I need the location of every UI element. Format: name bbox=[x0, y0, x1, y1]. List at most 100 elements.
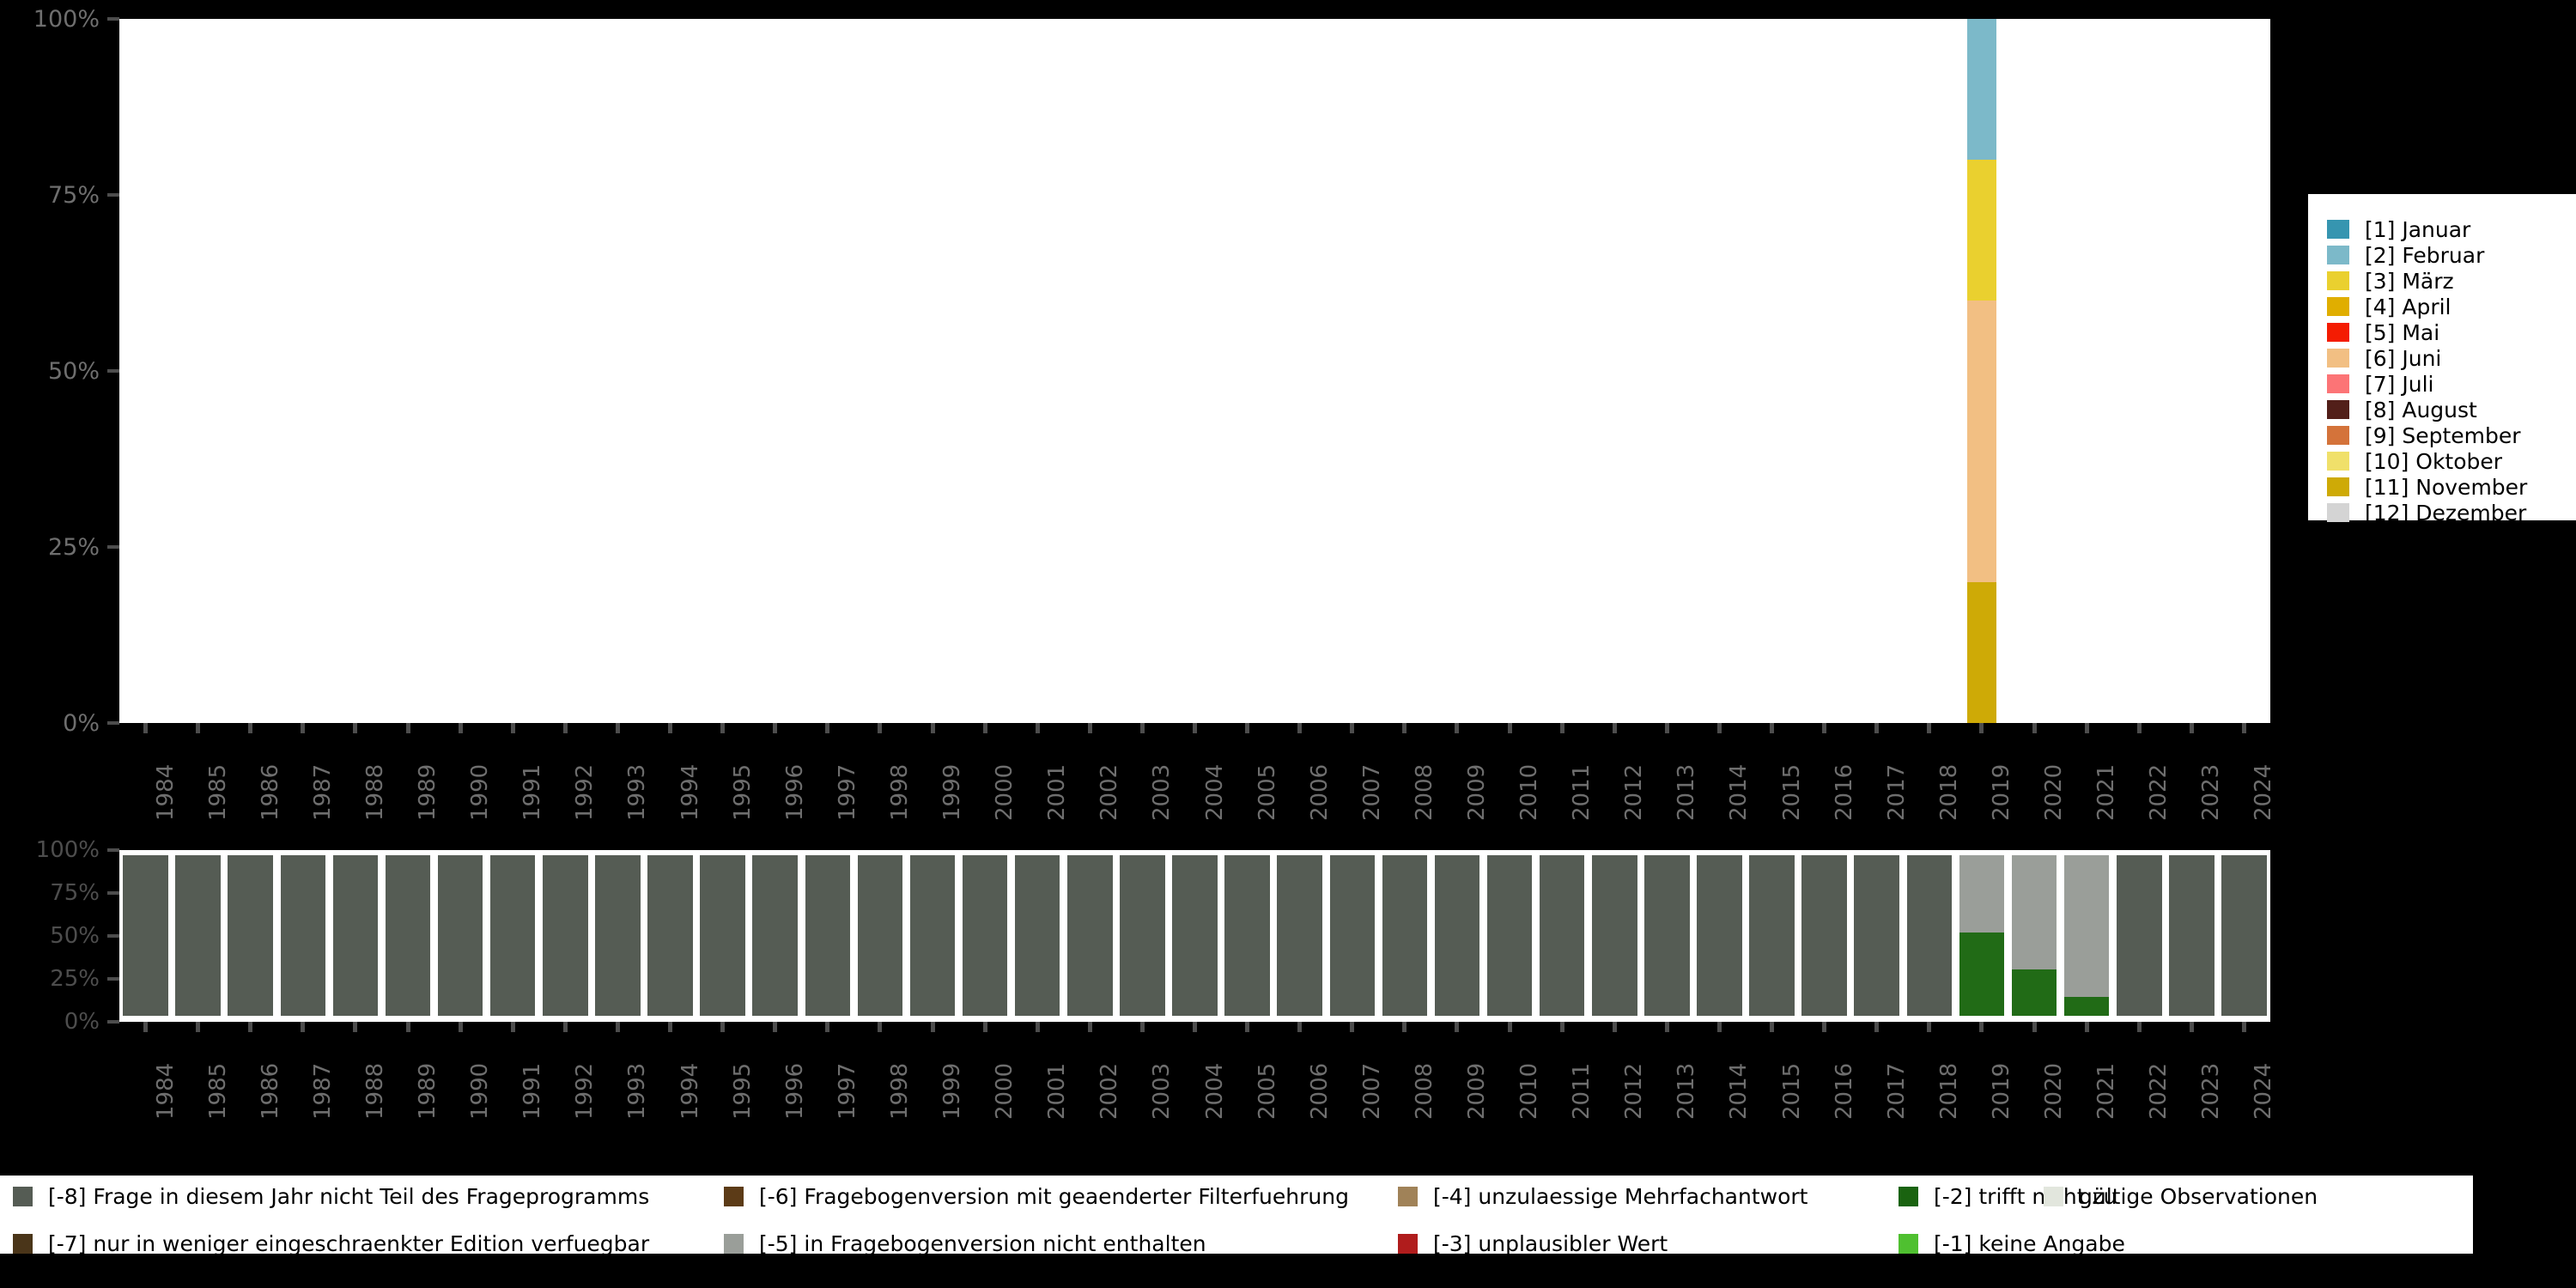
legend-item-3[interactable]: [4] April bbox=[2327, 294, 2527, 319]
bottom-stacked-bar-2016 bbox=[1801, 855, 1847, 1016]
footer-legend-swatch-icon bbox=[1899, 1187, 1918, 1206]
bottom-x-tick-mark bbox=[1350, 1022, 1355, 1032]
footer-legend-item-1[interactable]: [-7] nur in weniger eingeschraenkter Edi… bbox=[13, 1233, 649, 1255]
legend-item-label: [4] April bbox=[2365, 294, 2451, 319]
bottom-x-tick-mark bbox=[1559, 1022, 1564, 1032]
tick-mark bbox=[107, 17, 119, 21]
legend-item-label: [1] Januar bbox=[2365, 216, 2471, 242]
bottom-bar-segment bbox=[1697, 855, 1742, 1016]
bottom-bar-segment bbox=[1172, 855, 1218, 1016]
footer-legend-item-0[interactable]: [-8] Frage in diesem Jahr nicht Teil des… bbox=[13, 1186, 649, 1207]
bottom-stacked-bar-2021 bbox=[2063, 855, 2110, 1016]
x-tick-label-1999: 1999 bbox=[939, 763, 965, 821]
bottom-x-tick-label-1986: 1986 bbox=[257, 1062, 283, 1120]
footer-legend-item-5[interactable]: [-3] unplausibler Wert bbox=[1398, 1233, 1668, 1255]
legend-item-2[interactable]: [3] März bbox=[2327, 268, 2527, 294]
x-tick-label-2020: 2020 bbox=[2041, 763, 2068, 821]
x-tick-mark bbox=[1139, 723, 1145, 733]
bottom-x-tick-mark bbox=[458, 1022, 463, 1032]
tick-mark bbox=[107, 721, 119, 725]
legend-swatch-icon bbox=[2327, 477, 2349, 496]
bottom-y-tick-label: 0% bbox=[64, 1009, 100, 1035]
legend-swatch-icon bbox=[2327, 297, 2349, 316]
x-tick-label-2024: 2024 bbox=[2251, 763, 2277, 821]
x-tick-label-2007: 2007 bbox=[1358, 763, 1385, 821]
legend-item-1[interactable]: [2] Februar bbox=[2327, 242, 2527, 268]
footer-legend-swatch-icon bbox=[13, 1234, 33, 1254]
bottom-x-tick-mark bbox=[248, 1022, 253, 1032]
legend-swatch-icon bbox=[2327, 452, 2349, 471]
footer-legend-item-2[interactable]: [-6] Fragebogenversion mit geaenderter F… bbox=[724, 1186, 1349, 1207]
legend-item-4[interactable]: [5] Mai bbox=[2327, 319, 2527, 345]
legend-item-7[interactable]: [8] August bbox=[2327, 397, 2527, 422]
bottom-x-tick-mark bbox=[1979, 1022, 1984, 1032]
bottom-x-tick-label-1996: 1996 bbox=[781, 1062, 808, 1120]
x-tick-mark bbox=[1664, 723, 1669, 733]
x-tick-label-2011: 2011 bbox=[1569, 763, 1595, 821]
main-chart-panel: 100% 75% 50% 25% 0% 1984 1985 1986 1987 1988 1989… bbox=[33, 8, 2277, 822]
x-tick-mark bbox=[1245, 723, 1250, 733]
legend-item-9[interactable]: [10] Oktober bbox=[2327, 448, 2527, 474]
bottom-x-axis-ticks bbox=[119, 1022, 2270, 1032]
legend-item-5[interactable]: [6] Juni bbox=[2327, 345, 2527, 371]
bottom-bar-segment bbox=[1277, 855, 1322, 1016]
legend-item-label: [8] August bbox=[2365, 397, 2477, 422]
bottom-x-tick-mark bbox=[930, 1022, 935, 1032]
month-legend: [1] Januar [2] Februar [3] März [4] April [5… bbox=[2308, 194, 2576, 524]
bottom-x-tick-label-1990: 1990 bbox=[467, 1062, 494, 1120]
bottom-stacked-bar-2022 bbox=[2116, 855, 2162, 1016]
x-tick-label-2009: 2009 bbox=[1463, 763, 1490, 821]
legend-item-11[interactable]: [12] Dezember bbox=[2327, 500, 2527, 526]
bottom-x-tick-label-2017: 2017 bbox=[1883, 1062, 1910, 1120]
bottom-x-tick-mark bbox=[2189, 1022, 2194, 1032]
x-tick-label-1988: 1988 bbox=[361, 763, 388, 821]
bottom-stacked-bar-1991 bbox=[489, 855, 536, 1016]
tick-mark bbox=[107, 1020, 119, 1024]
legend-item-0[interactable]: [1] Januar bbox=[2327, 216, 2527, 242]
bottom-bar-segment bbox=[1014, 855, 1060, 1016]
bottom-x-tick-mark bbox=[720, 1022, 726, 1032]
bottom-x-tick-mark bbox=[878, 1022, 883, 1032]
bottom-x-tick-label-2016: 2016 bbox=[1831, 1062, 1857, 1120]
legend-item-label: [3] März bbox=[2365, 268, 2454, 294]
tick-mark bbox=[107, 193, 119, 197]
x-tick-mark bbox=[196, 723, 201, 733]
footer-legend-item-7[interactable]: [-1] keine Angabe bbox=[1899, 1233, 2125, 1255]
legend-item-8[interactable]: [9] September bbox=[2327, 422, 2527, 448]
footer-legend-item-8[interactable]: gültige Observationen bbox=[2044, 1186, 2318, 1207]
tick-mark bbox=[107, 848, 119, 852]
tick-mark bbox=[107, 934, 119, 938]
legend-item-10[interactable]: [11] November bbox=[2327, 474, 2527, 500]
bottom-y-tick-label: 75% bbox=[50, 880, 100, 906]
footer-legend-item-6[interactable]: [-2] trifft nicht zu bbox=[1899, 1186, 2117, 1207]
x-tick-label-2023: 2023 bbox=[2198, 763, 2225, 821]
bottom-x-tick-mark bbox=[1716, 1022, 1722, 1032]
bottom-x-tick-label-1984: 1984 bbox=[152, 1062, 179, 1120]
footer-legend-label: [-5] in Fragebogenversion nicht enthalte… bbox=[759, 1231, 1206, 1256]
bottom-stacked-bar-2003 bbox=[1120, 855, 1165, 1016]
footer-legend-item-3[interactable]: [-5] in Fragebogenversion nicht enthalte… bbox=[724, 1233, 1206, 1255]
bottom-y-tick-label: 25% bbox=[50, 966, 100, 992]
bottom-x-tick-mark bbox=[982, 1022, 987, 1032]
footer-legend-item-4[interactable]: [-4] unzulaessige Mehrfachantwort bbox=[1398, 1186, 1807, 1207]
bottom-bar-segment bbox=[1644, 855, 1690, 1016]
bottom-stacked-bar-2010 bbox=[1486, 855, 1533, 1016]
bottom-bar-segment bbox=[2063, 855, 2110, 997]
bottom-x-tick-mark bbox=[1139, 1022, 1145, 1032]
bottom-stacked-bar-1996 bbox=[752, 855, 798, 1016]
bottom-x-tick-label-1992: 1992 bbox=[572, 1062, 598, 1120]
bar-segment bbox=[1967, 19, 1996, 160]
bar-segment bbox=[1967, 301, 1996, 582]
bottom-x-tick-label-2001: 2001 bbox=[1044, 1062, 1071, 1120]
legend-item-6[interactable]: [7] Juli bbox=[2327, 371, 2527, 397]
x-tick-mark bbox=[301, 723, 306, 733]
main-plot-area bbox=[119, 19, 2270, 723]
bottom-stacked-bar-2023 bbox=[2169, 855, 2215, 1016]
bottom-bar-segment bbox=[1382, 855, 1428, 1016]
footer-legend-swatch-icon bbox=[2044, 1187, 2063, 1206]
bottom-x-tick-label-1991: 1991 bbox=[519, 1062, 546, 1120]
x-tick-mark bbox=[2189, 723, 2194, 733]
legend-swatch-icon bbox=[2327, 503, 2349, 522]
footer-legend: [-8] Frage in diesem Jahr nicht Teil des… bbox=[0, 1176, 2473, 1255]
x-tick-label-1994: 1994 bbox=[677, 763, 703, 821]
